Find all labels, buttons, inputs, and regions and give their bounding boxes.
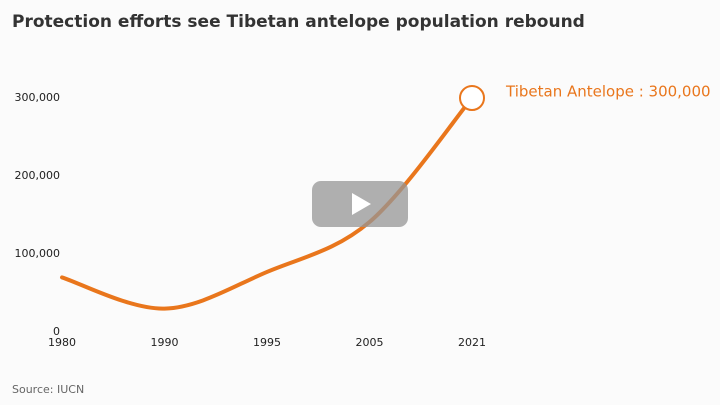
y-tick-label: 100,000 [15,247,61,260]
y-tick-label: 300,000 [15,91,61,104]
annotation: Tibetan Antelope : 300,000 [505,83,711,101]
x-tick-label: 1995 [253,336,281,349]
play-button[interactable] [312,181,408,227]
play-icon[interactable] [352,193,371,215]
end-icon [459,85,485,111]
x-tick-label: 2005 [356,336,384,349]
plot: 0 100,000 200,000 300,000 1980 1990 1995 2005 20… [15,83,711,350]
line [60,96,474,311]
chart-title: Protection efforts see Tibetan antelope … [12,12,585,32]
x-tick-label: 1980 [48,336,76,349]
source: Source: IUCN [12,383,84,396]
y-tick-label: 200,000 [15,169,61,182]
x-tick-label: 1990 [151,336,179,349]
y-tick-label: 0 [53,325,60,338]
x-tick-label: 2021 [458,336,486,349]
